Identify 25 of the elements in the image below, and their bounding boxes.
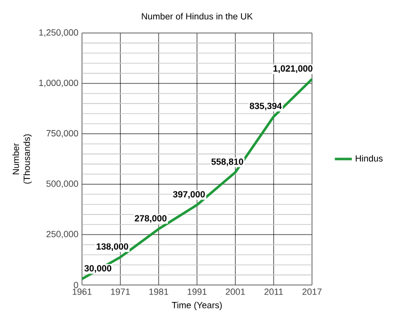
data-label: 1,021,000 [273,65,312,73]
line-series [80,78,314,280]
x-tick-label: 2001 [226,288,245,295]
data-label: 138,000 [96,243,128,251]
data-label: 30,000 [84,265,112,273]
x-tick-label: 1961 [72,288,92,295]
data-label: 278,000 [134,215,167,223]
y-tick-label: 0 [74,282,78,288]
x-tick-label: 1981 [149,288,168,295]
data-label: 397,000 [172,191,205,199]
chart-title: Number of Hindus in the UK [142,12,253,20]
x-axis-title: Time (Years) [172,302,222,310]
x-tick-label: 2017 [302,288,322,295]
y-tick-label: 250,000 [46,230,78,238]
y-tick-label: 1,000,000 [39,80,78,88]
x-tick-label: 2011 [264,288,283,295]
data-label: 558,810 [211,158,244,166]
y-tick-label: 500,000 [46,180,78,188]
x-tick-label: 1971 [111,288,130,295]
legend-label: Hindus [356,155,383,162]
y-tick-label: 1,250,000 [39,29,78,37]
data-label: 835,394 [250,102,282,110]
y-axis-title: Number (Thousands) [12,134,32,184]
y-tick-label: 750,000 [46,130,78,138]
x-tick-label: 1991 [188,288,207,295]
